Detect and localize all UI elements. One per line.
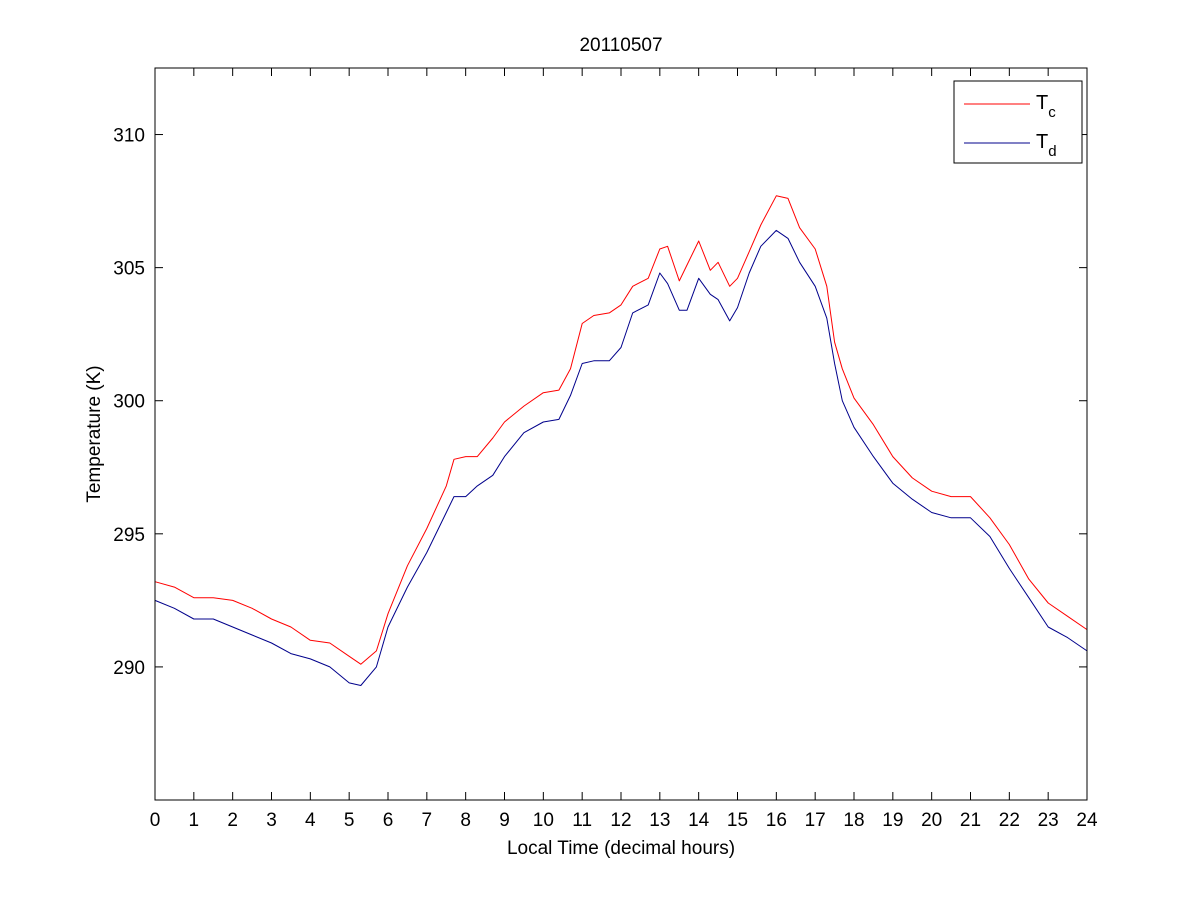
y-tick-label: 290: [113, 658, 145, 679]
x-tick-label: 15: [727, 810, 748, 831]
x-tick-label: 10: [533, 810, 554, 831]
legend-label-subscript: d: [1048, 143, 1056, 160]
x-tick-label: 20: [921, 810, 942, 831]
x-tick-label: 21: [960, 810, 981, 831]
x-tick-label: 17: [805, 810, 826, 831]
legend-label-subscript: c: [1048, 104, 1056, 121]
series-line-Tc: [154, 195, 1088, 665]
y-tick-label: 305: [113, 259, 145, 280]
series-line-Td: [154, 229, 1088, 686]
x-tick-label: 18: [843, 810, 864, 831]
y-axis-label: Temperature (K): [84, 365, 105, 502]
y-tick-label: 300: [113, 392, 145, 413]
x-tick-label: 11: [572, 810, 592, 831]
chart-title: 20110507: [579, 35, 662, 56]
legend-box: [953, 80, 1083, 164]
y-tick-label: 295: [113, 525, 145, 546]
series-layer: [154, 195, 1088, 686]
x-tick-label: 13: [649, 810, 670, 831]
x-tick-label: 14: [688, 810, 710, 831]
x-tick-label: 9: [499, 810, 510, 831]
x-tick-label: 5: [344, 810, 355, 831]
x-tick-label: 12: [610, 810, 631, 831]
x-tick-label: 6: [383, 810, 394, 831]
x-tick-label: 19: [882, 810, 903, 831]
x-tick-label: 3: [266, 810, 277, 831]
ticks-layer: 0 1 2 3 4 5 6 7 8 9 10 11 12 13 14 15 16 17 18 19 20 21 22 23 24…: [113, 68, 1098, 831]
legend-label-Td: Td: [1036, 131, 1057, 160]
legend-label-main: T: [1036, 92, 1048, 114]
plot-area: [155, 68, 1087, 800]
legend-label-main: T: [1036, 131, 1048, 153]
x-tick-label: 7: [422, 810, 433, 831]
x-tick-label: 24: [1076, 810, 1098, 831]
x-tick-label: 1: [189, 810, 200, 831]
x-tick-label: 4: [305, 810, 316, 831]
x-tick-label: 8: [460, 810, 471, 831]
x-tick-label: 22: [999, 810, 1020, 831]
x-axis-label: Local Time (decimal hours): [507, 838, 735, 859]
x-tick-label: 23: [1038, 810, 1059, 831]
x-tick-label: 2: [227, 810, 238, 831]
x-tick-label: 16: [766, 810, 787, 831]
legend-label-Tc: Tc: [1036, 92, 1056, 121]
x-tick-label: 0: [150, 810, 161, 831]
y-tick-label: 310: [113, 126, 145, 147]
